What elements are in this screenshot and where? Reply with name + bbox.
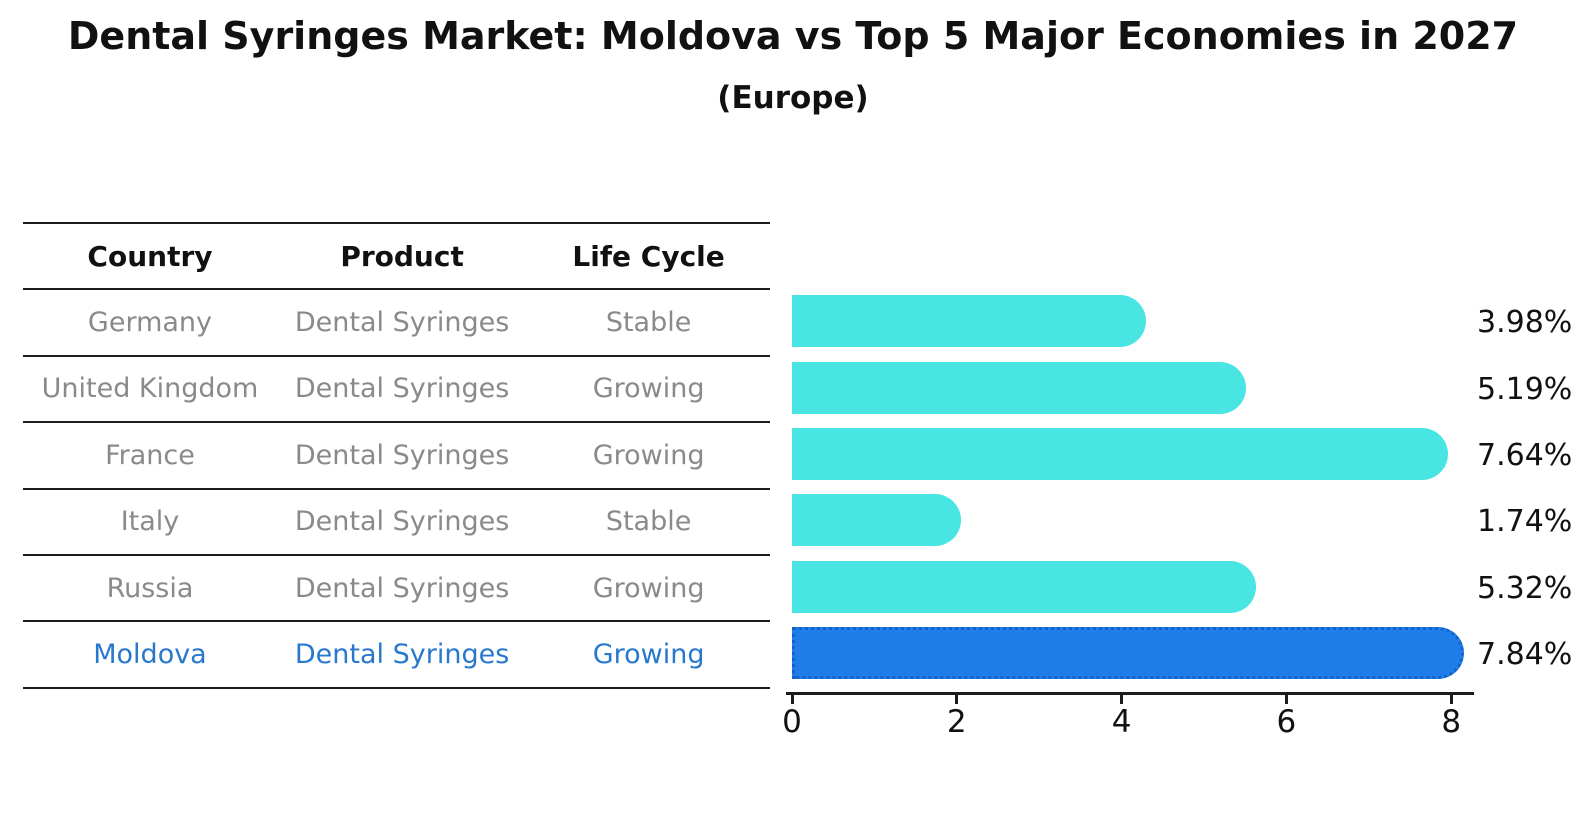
highlight-bar: [792, 627, 1465, 680]
product-cell: Dental Syringes: [294, 307, 510, 339]
table-row: Moldova Dental Syringes Growing: [23, 622, 770, 689]
value-label: 5.32%: [1477, 570, 1573, 606]
bar: [792, 494, 962, 547]
x-tick-mark: [790, 693, 794, 704]
table-row: France Dental Syringes Growing: [23, 423, 770, 490]
x-tick-label: 6: [1276, 704, 1297, 740]
country-cell: Moldova: [93, 639, 207, 671]
country-cell: France: [105, 439, 195, 471]
column-header-country: Country: [87, 239, 213, 273]
bar: [792, 361, 1246, 414]
x-tick-label: 8: [1441, 704, 1462, 740]
life-cycle-cell: Growing: [592, 639, 705, 671]
product-cell: Dental Syringes: [294, 506, 510, 538]
value-label: 7.84%: [1477, 637, 1573, 673]
table-row: United Kingdom Dental Syringes Growing: [23, 357, 770, 424]
value-label: 5.19%: [1477, 371, 1573, 407]
table-row: Russia Dental Syringes Growing: [23, 556, 770, 623]
life-cycle-cell: Stable: [605, 506, 692, 538]
bar: [792, 428, 1448, 480]
country-cell: Germany: [87, 307, 213, 339]
table-header-row: Country Product Life Cycle: [23, 224, 770, 291]
table-row: Italy Dental Syringes Stable: [23, 490, 770, 556]
column-header-life-cycle: Life Cycle: [572, 239, 725, 273]
column-header-product: Product: [340, 239, 464, 273]
country-cell: United Kingdom: [41, 373, 259, 405]
country-cell: Russia: [106, 572, 194, 604]
x-tick-label: 4: [1111, 704, 1132, 740]
life-cycle-cell: Growing: [592, 439, 705, 471]
x-tick-label: 0: [782, 704, 802, 740]
value-label: 3.98%: [1477, 305, 1573, 341]
product-cell: Dental Syringes: [294, 373, 510, 405]
country-cell: Italy: [120, 506, 180, 538]
chart-subtitle: (Europe): [717, 80, 869, 116]
table-row: Germany Dental Syringes Stable: [23, 290, 770, 357]
life-cycle-cell: Stable: [605, 307, 692, 339]
value-label: 7.64%: [1477, 438, 1573, 473]
x-tick-mark: [1284, 693, 1288, 704]
product-cell: Dental Syringes: [294, 572, 510, 604]
x-tick-label: 2: [946, 704, 967, 740]
bar: [792, 560, 1257, 613]
chart-title: Dental Syringes Market: Moldova vs Top 5…: [67, 14, 1519, 58]
x-tick-mark: [1120, 693, 1124, 704]
value-label: 1.74%: [1477, 504, 1573, 540]
product-cell: Dental Syringes: [294, 439, 510, 471]
life-cycle-cell: Growing: [592, 572, 705, 604]
x-tick-mark: [1449, 693, 1453, 704]
country-table: Country Product Life Cycle Germany Dental…: [23, 222, 770, 689]
x-axis-line: [786, 692, 1474, 695]
product-cell: Dental Syringes: [294, 639, 510, 671]
life-cycle-cell: Growing: [592, 373, 705, 405]
x-tick-mark: [955, 693, 959, 704]
bar: [792, 295, 1146, 348]
